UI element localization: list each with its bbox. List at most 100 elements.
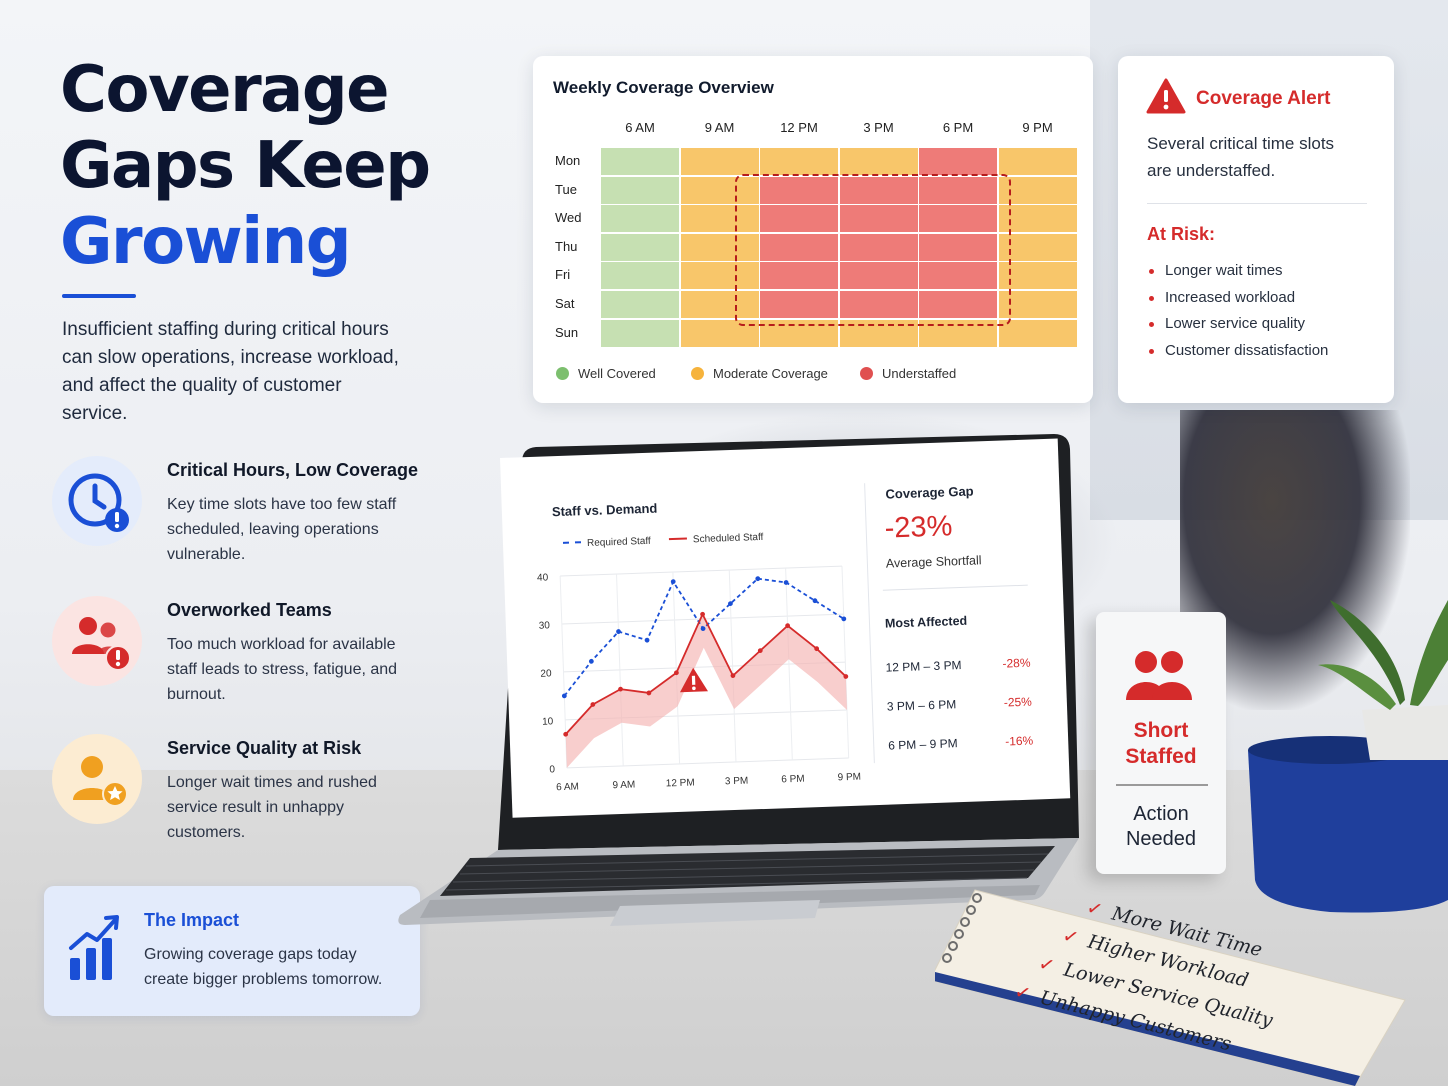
series-line-scheduled-staff: [565, 612, 847, 735]
x-tick-label: 6 PM: [781, 774, 805, 786]
data-point: [841, 616, 847, 622]
grid-line: [565, 709, 848, 721]
heatmap-cell-moderate: [680, 148, 759, 175]
data-point: [728, 601, 733, 607]
heatmap-cell-moderate: [998, 176, 1077, 204]
list-item: Customer dissatisfaction: [1147, 338, 1328, 365]
grid-line: [616, 573, 624, 766]
warning-triangle-icon: [1146, 78, 1186, 119]
heatmap-cell-under: [760, 262, 838, 290]
list-item: Lower service quality: [1147, 311, 1328, 338]
data-point: [590, 702, 596, 707]
x-tick-label: 6 AM: [556, 781, 579, 793]
legend-label: Moderate Coverage: [713, 366, 828, 381]
heatmap-cell-well: [601, 233, 679, 261]
heatmap-cell-under: [760, 176, 838, 204]
heatmap-cell-moderate: [998, 262, 1077, 290]
time-range: 12 PM – 3 PM: [885, 658, 962, 675]
clock-alert-icon: [52, 456, 142, 546]
most-affected-row: 3 PM – 6 PM -25%: [887, 695, 1032, 714]
most-affected-title: Most Affected: [884, 613, 968, 631]
heatmap-cell-well: [601, 291, 679, 318]
impact-text: Growing coverage gaps today create bigge…: [144, 946, 383, 988]
heatmap-cell-moderate: [680, 205, 759, 233]
shortfall-percent: -28%: [1002, 655, 1031, 671]
data-point: [644, 637, 650, 643]
data-point: [563, 731, 569, 737]
heatmap-cell-well: [601, 205, 679, 233]
legend-moderate: Moderate Coverage: [691, 366, 828, 381]
x-tick-label: 12 PM: [666, 777, 695, 789]
weekly-coverage-card: Weekly Coverage Overview 6 AM 9 AM 12 PM 3 …: [533, 56, 1093, 403]
heatmap-column-label: 3 PM: [863, 120, 894, 135]
warning-icon-bar: [691, 675, 696, 685]
heatmap-cell-moderate: [680, 233, 759, 261]
legend-swatch: [562, 541, 582, 544]
at-risk-title: At Risk:: [1147, 224, 1216, 244]
feature-service-quality: Service Quality at Risk Longer wait time…: [50, 734, 430, 854]
shortfall-percent: -25%: [1003, 694, 1033, 710]
heatmap-row-label: Mon: [555, 153, 581, 168]
gap-area: [565, 614, 848, 768]
grid-line: [785, 568, 793, 760]
y-tick-label: 30: [539, 620, 551, 631]
heatmap-cell-under: [839, 291, 918, 318]
heatmap-cell-under: [919, 148, 997, 175]
divider: [1116, 784, 1208, 786]
y-tick-label: 20: [540, 668, 552, 679]
coverage-alert-card: Coverage Alert Several critical time slo…: [1118, 56, 1394, 403]
notebook-page: [935, 889, 1406, 1086]
heatmap-row-label: Fri: [555, 267, 571, 283]
heatmap-cell-moderate: [680, 291, 759, 318]
x-tick-label: 9 AM: [612, 779, 635, 791]
data-point: [730, 673, 736, 679]
heatmap-cell-under: [760, 291, 838, 318]
short-staffed-sign: Short Staffed Action Needed: [1078, 612, 1228, 884]
heatmap-cell-moderate: [998, 233, 1077, 261]
alert-text: Several critical time slots are understa…: [1147, 134, 1335, 180]
coverage-gap-subtitle: Average Shortfall: [885, 553, 982, 571]
heatmap-cell-well: [601, 176, 679, 204]
customer-star-icon: [52, 734, 142, 824]
data-point: [616, 629, 621, 634]
legend-dot: [691, 367, 704, 380]
impact-title: The Impact: [144, 910, 240, 930]
grid-line: [566, 757, 849, 769]
legend-understaffed: Understaffed: [860, 366, 956, 381]
heatmap-cell-under: [919, 262, 997, 290]
feature-title: Overworked Teams: [167, 600, 332, 620]
grid-line: [560, 565, 842, 577]
grid-line: [672, 572, 681, 764]
heatmap-cell-under: [919, 205, 997, 233]
heatmap-cell-well: [601, 148, 679, 175]
heatmap-cell-well: [601, 262, 679, 290]
y-tick-label: 10: [542, 716, 554, 727]
heatmap-title: Weekly Coverage Overview: [553, 78, 774, 97]
data-point: [757, 648, 763, 654]
heatmap-cell-under: [919, 233, 997, 261]
heatmap-cell-under: [839, 176, 918, 204]
heatmap-row-label: Thu: [555, 238, 578, 254]
heatmap-row-label: Wed: [555, 210, 582, 226]
laptop-screen: Staff vs. Demand Required Staff Schedule…: [500, 438, 1071, 818]
heatmap-cell-moderate: [839, 148, 918, 175]
title-line-2: Gaps Keep: [60, 129, 431, 203]
heatmap-column-label: 12 PM: [780, 120, 818, 135]
data-point: [783, 580, 789, 585]
legend-well-covered: Well Covered: [556, 366, 656, 381]
data-point: [618, 686, 623, 692]
staff-demand-chart: 0 10 20 30 40 6 AM 9 AM 12 PM 3 PM 6 PM 9 PM: [537, 565, 861, 793]
data-point: [700, 626, 706, 632]
heatmap-cell-under: [919, 176, 997, 204]
data-point: [755, 576, 761, 582]
heatmap-cell-moderate: [760, 148, 838, 175]
data-point: [843, 674, 849, 679]
legend-label: Well Covered: [578, 366, 656, 381]
sign-subtitle: Action Needed: [1096, 802, 1226, 852]
legend-required-staff: Required Staff: [562, 536, 651, 550]
risk-list: Longer wait times Increased workload Low…: [1147, 258, 1328, 364]
divider: [882, 584, 1028, 591]
list-item: Longer wait times: [1147, 258, 1328, 285]
time-range: 3 PM – 6 PM: [886, 697, 957, 714]
most-affected-row: 12 PM – 3 PM -28%: [885, 656, 1030, 675]
